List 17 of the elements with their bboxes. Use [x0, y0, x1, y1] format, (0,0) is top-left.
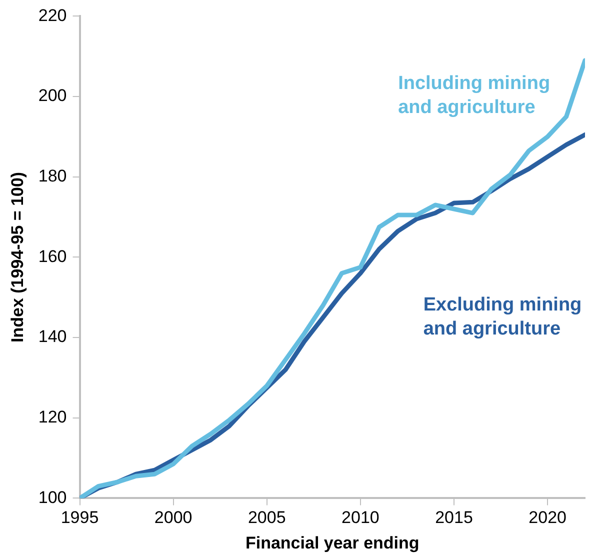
y-tick-label: 180	[38, 166, 67, 186]
y-tick-label: 100	[38, 488, 67, 507]
y-tick-label: 120	[38, 408, 67, 427]
x-axis-title: Financial year ending	[245, 533, 420, 552]
x-tick-label: 2015	[435, 508, 473, 528]
y-tick-label: 160	[38, 246, 67, 266]
y-axis-title: Index (1994-95 = 100)	[8, 172, 27, 342]
x-tick-label: 1995	[60, 508, 99, 528]
y-tick-label: 220	[38, 6, 67, 25]
text: Excluding mining and agriculture	[423, 294, 582, 340]
x-tick-label: 2020	[528, 508, 566, 528]
x-tick-label: 2010	[342, 508, 380, 528]
x-tick-label: 2005	[248, 508, 286, 528]
x-tick-label: 2000	[154, 508, 192, 528]
series-label: Including mining and agriculture	[398, 72, 550, 118]
y-tick-label: 140	[38, 327, 67, 346]
y-tick-label: 200	[38, 86, 67, 106]
